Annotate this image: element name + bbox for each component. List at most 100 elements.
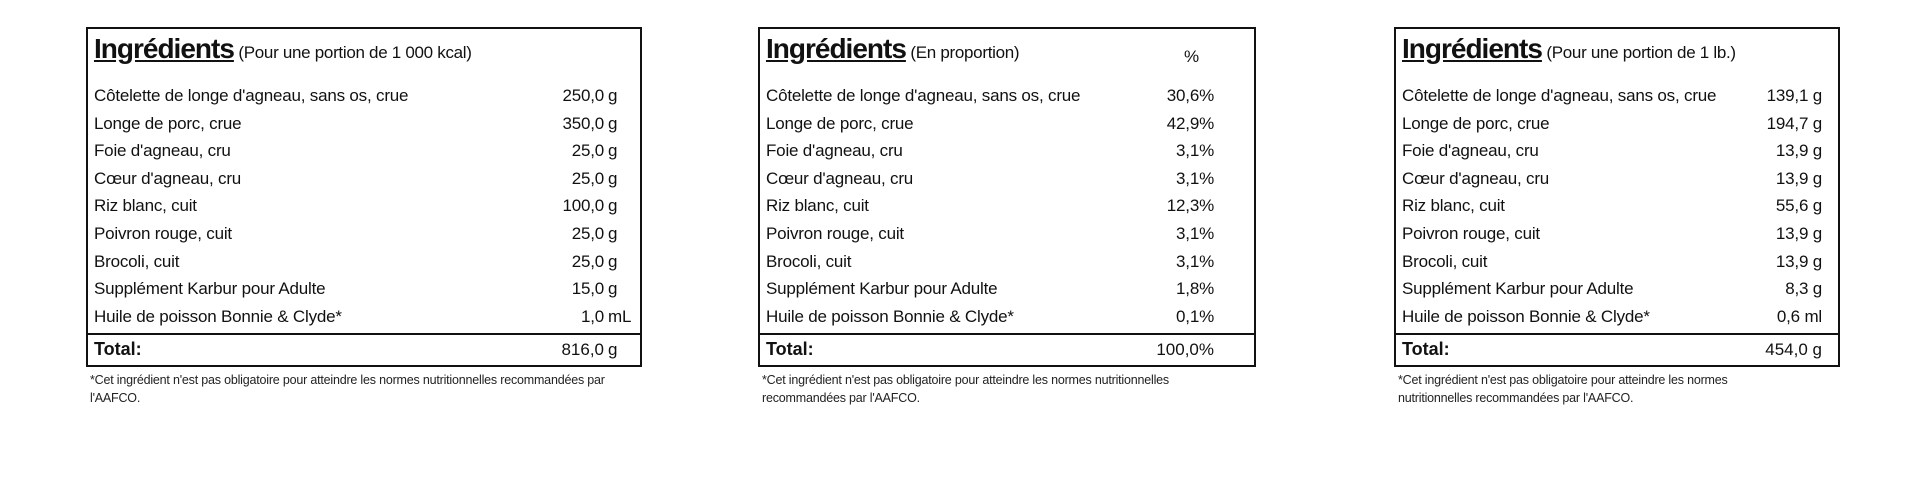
- ingredient-unit: g: [608, 196, 618, 216]
- ingredients-table: Ingrédients (En proportion) % Côtelette …: [758, 27, 1256, 367]
- ingredient-amount: 350,0: [562, 113, 604, 133]
- ingredient-row: Côtelette de longe d'agneau, sans os, cr…: [1402, 83, 1832, 111]
- ingredients-table: Ingrédients (Pour une portion de 1 000 k…: [86, 27, 642, 367]
- ingredients-panel-proportion: Ingrédients (En proportion) % Côtelette …: [758, 27, 1256, 407]
- ingredient-row: Poivron rouge, cuit 25,0 g: [94, 221, 634, 249]
- ingredient-name: Longe de porc, crue: [94, 113, 242, 133]
- footnote: *Cet ingrédient n'est pas obligatoire po…: [762, 373, 1169, 405]
- ingredient-amount: 13,9 g: [1775, 251, 1822, 271]
- percent-header: %: [1184, 47, 1200, 66]
- ingredient-amount: 15,0: [571, 279, 604, 299]
- ingredient-amount: 25,0: [571, 223, 604, 243]
- ingredient-percent: 0,1%: [1176, 306, 1214, 326]
- ingredient-name: Brocoli, cuit: [1402, 251, 1488, 271]
- footnote: *Cet ingrédient n'est pas obligatoire po…: [1398, 373, 1728, 405]
- ingredient-name: Cœur d'agneau, cru: [1402, 168, 1550, 188]
- ingredient-row: Cœur d'agneau, cru 13,9 g: [1402, 166, 1832, 194]
- ingredient-amount: 25,0: [571, 168, 604, 188]
- ingredient-name: Huile de poisson Bonnie & Clyde*: [766, 306, 1014, 326]
- ingredient-row: Foie d'agneau, cru 25,0 g: [94, 138, 634, 166]
- ingredient-name: Cœur d'agneau, cru: [94, 168, 242, 188]
- total-amount: 816,0: [561, 340, 604, 359]
- footnote: *Cet ingrédient n'est pas obligatoire po…: [90, 373, 605, 405]
- ingredient-unit: g: [608, 113, 618, 133]
- ingredient-amount: 25,0: [571, 251, 604, 271]
- total-row: Total: 454,0 g: [1396, 333, 1838, 365]
- ingredient-name: Côtelette de longe d'agneau, sans os, cr…: [1402, 86, 1717, 105]
- ingredient-row: Côtelette de longe d'agneau, sans os, cr…: [94, 83, 634, 111]
- ingredient-name: Riz blanc, cuit: [1402, 196, 1505, 216]
- ingredient-unit: g: [608, 279, 618, 299]
- ingredient-name: Brocoli, cuit: [94, 251, 180, 271]
- ingredients-table: Ingrédients (Pour une portion de 1 lb.) …: [1394, 27, 1840, 367]
- ingredient-name: Poivron rouge, cuit: [766, 223, 904, 243]
- ingredient-percent: 3,1%: [1176, 141, 1214, 161]
- total-amount: 454,0 g: [1765, 340, 1822, 359]
- ingredient-row: Longe de porc, crue 350,0 g: [94, 111, 634, 139]
- ingredient-unit: g: [608, 141, 618, 161]
- ingredient-name: Foie d'agneau, cru: [1402, 141, 1539, 161]
- ingredient-name: Poivron rouge, cuit: [94, 223, 232, 243]
- ingredient-name: Côtelette de longe d'agneau, sans os, cr…: [94, 86, 409, 105]
- ingredient-amount: 0,6 ml: [1776, 306, 1822, 326]
- ingredient-name: Poivron rouge, cuit: [1402, 223, 1540, 243]
- ingredient-rows: Côtelette de longe d'agneau, sans os, cr…: [766, 83, 1248, 331]
- ingredient-amount: 13,9 g: [1775, 141, 1822, 161]
- table-title: Ingrédients: [766, 33, 907, 64]
- ingredient-amount: 8,3 g: [1785, 279, 1822, 299]
- ingredient-percent: 42,9%: [1166, 113, 1214, 133]
- ingredient-amount: 100,0: [562, 196, 604, 216]
- ingredient-amount: 13,9 g: [1775, 223, 1822, 243]
- ingredient-rows: Côtelette de longe d'agneau, sans os, cr…: [94, 83, 634, 331]
- ingredient-name: Longe de porc, crue: [1402, 113, 1550, 133]
- total-unit: g: [608, 340, 618, 359]
- ingredient-row: Huile de poisson Bonnie & Clyde* 0,6 ml: [1402, 304, 1832, 332]
- table-title: Ingrédients: [94, 33, 235, 64]
- ingredient-row: Supplément Karbur pour Adulte 15,0 g: [94, 276, 634, 304]
- ingredient-amount: 250,0: [562, 86, 604, 105]
- ingredient-row: Foie d'agneau, cru 3,1%: [766, 138, 1248, 166]
- ingredient-amount: 1,0: [580, 306, 604, 326]
- ingredient-row: Poivron rouge, cuit 3,1%: [766, 221, 1248, 249]
- ingredient-row: Poivron rouge, cuit 13,9 g: [1402, 221, 1832, 249]
- ingredient-amount: 194,7 g: [1766, 113, 1823, 133]
- ingredient-amount: 139,1 g: [1766, 86, 1823, 105]
- ingredient-name: Riz blanc, cuit: [766, 196, 869, 216]
- ingredient-name: Cœur d'agneau, cru: [766, 168, 914, 188]
- total-label: Total:: [94, 339, 142, 359]
- ingredient-name: Huile de poisson Bonnie & Clyde*: [94, 306, 342, 326]
- ingredients-panel-lb: Ingrédients (Pour une portion de 1 lb.) …: [1394, 27, 1840, 407]
- table-header: Ingrédients (Pour une portion de 1 000 k…: [94, 33, 634, 73]
- ingredient-row: Huile de poisson Bonnie & Clyde* 1,0 mL: [94, 304, 634, 332]
- ingredient-row: Riz blanc, cuit 12,3%: [766, 193, 1248, 221]
- ingredient-amount: 25,0: [571, 141, 604, 161]
- total-row: Total: 816,0 g: [88, 333, 640, 365]
- ingredient-name: Côtelette de longe d'agneau, sans os, cr…: [766, 86, 1081, 105]
- ingredient-name: Supplément Karbur pour Adulte: [766, 279, 998, 299]
- ingredient-row: Supplément Karbur pour Adulte 8,3 g: [1402, 276, 1832, 304]
- ingredient-row: Longe de porc, crue 194,7 g: [1402, 111, 1832, 139]
- ingredient-name: Riz blanc, cuit: [94, 196, 197, 216]
- ingredient-name: Foie d'agneau, cru: [766, 141, 903, 161]
- ingredient-row: Supplément Karbur pour Adulte 1,8%: [766, 276, 1248, 304]
- ingredient-name: Supplément Karbur pour Adulte: [94, 279, 326, 299]
- ingredient-rows: Côtelette de longe d'agneau, sans os, cr…: [1402, 83, 1832, 331]
- ingredient-percent: 3,1%: [1176, 223, 1214, 243]
- ingredient-row: Riz blanc, cuit 100,0 g: [94, 193, 634, 221]
- total-label: Total:: [766, 339, 814, 359]
- total-percent: 100,0%: [1156, 340, 1214, 359]
- table-header: Ingrédients (En proportion) %: [766, 33, 1248, 73]
- ingredient-row: Brocoli, cuit 13,9 g: [1402, 249, 1832, 277]
- table-subtitle: (Pour une portion de 1 000 kcal): [238, 43, 472, 62]
- ingredient-row: Foie d'agneau, cru 13,9 g: [1402, 138, 1832, 166]
- ingredient-row: Brocoli, cuit 25,0 g: [94, 249, 634, 277]
- ingredients-panel-kcal: Ingrédients (Pour une portion de 1 000 k…: [86, 27, 642, 407]
- ingredient-row: Cœur d'agneau, cru 25,0 g: [94, 166, 634, 194]
- ingredient-row: Huile de poisson Bonnie & Clyde* 0,1%: [766, 304, 1248, 332]
- ingredient-name: Longe de porc, crue: [766, 113, 914, 133]
- ingredient-unit: g: [608, 86, 618, 105]
- ingredient-name: Brocoli, cuit: [766, 251, 852, 271]
- table-header: Ingrédients (Pour une portion de 1 lb.): [1402, 33, 1832, 73]
- ingredient-amount: 13,9 g: [1775, 168, 1822, 188]
- table-title: Ingrédients: [1402, 33, 1543, 64]
